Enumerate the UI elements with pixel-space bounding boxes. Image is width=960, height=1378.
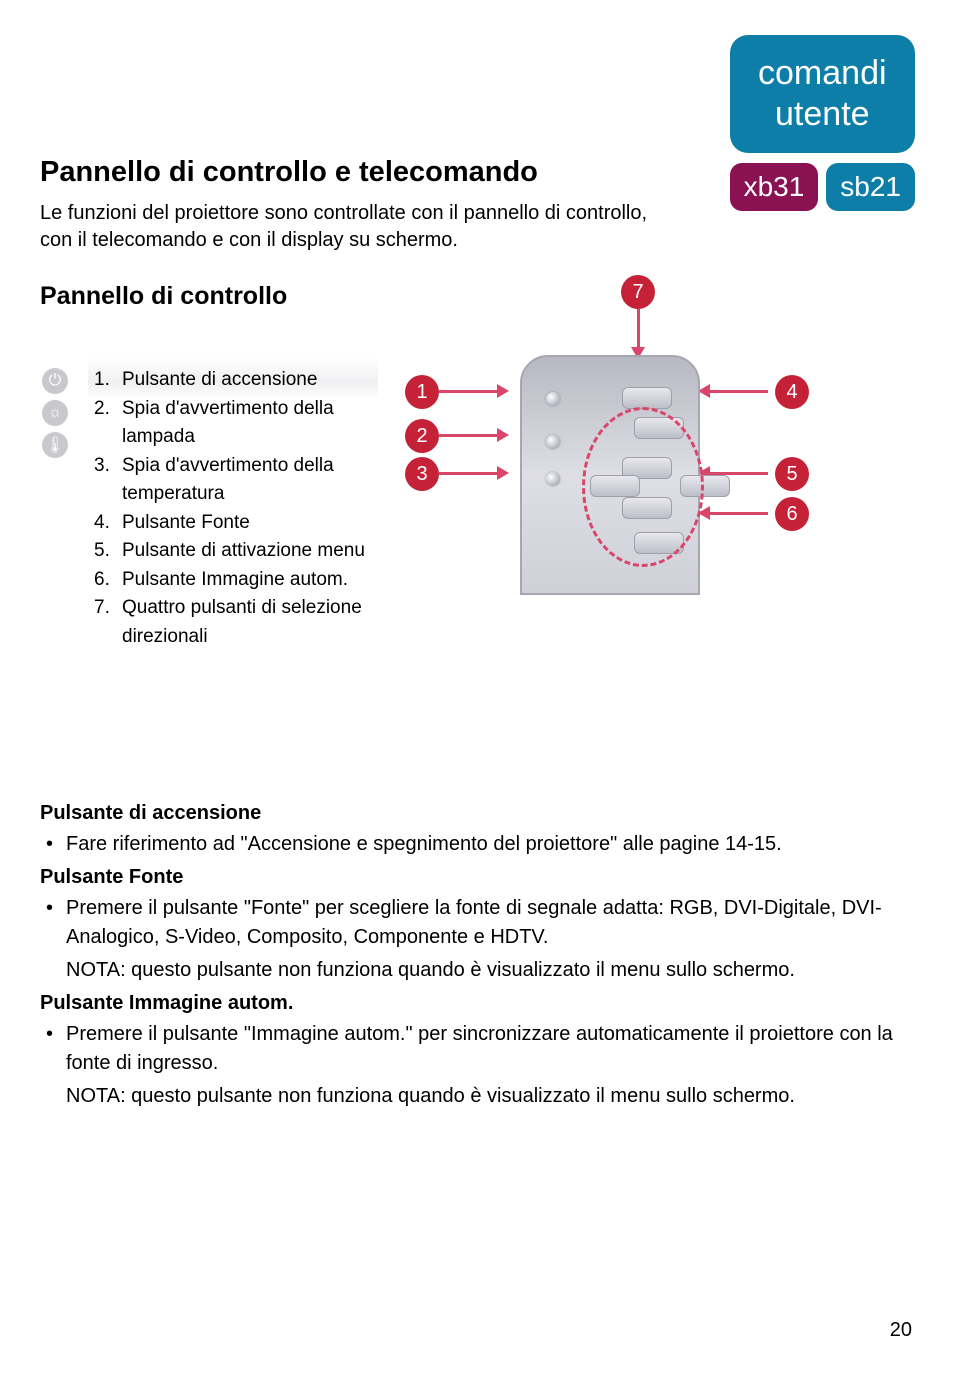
callout-7: 7: [621, 275, 655, 309]
arrow-3: [439, 472, 499, 475]
side-icons: ⏻ ☼ 🌡: [42, 368, 68, 458]
temp-led: [546, 472, 560, 486]
arrow-2: [439, 434, 499, 437]
legend-text: Pulsante Fonte: [122, 509, 372, 538]
arrow-4: [708, 390, 768, 393]
bullet-text: Premere il pulsante "Immagine autom." pe…: [66, 1020, 920, 1078]
bullet-text: Fare riferimento ad "Accensione e spegni…: [66, 830, 920, 859]
note-text: NOTA: questo pulsante non funziona quand…: [40, 956, 920, 985]
temp-icon: 🌡: [42, 432, 68, 458]
section-title: Pulsante di accensione: [40, 799, 920, 828]
intro-text: Le funzioni del proiettore sono controll…: [40, 200, 680, 254]
power-led: [546, 392, 560, 406]
legend-text: Pulsante di attivazione menu: [122, 537, 372, 566]
note-text: NOTA: questo pulsante non funziona quand…: [40, 1082, 920, 1111]
legend-list: 1.Pulsante di accensione 2.Spia d'avvert…: [88, 358, 378, 655]
section-line1: comandi: [752, 53, 893, 94]
directional-highlight: [582, 407, 704, 567]
legend-text: Pulsante di accensione: [122, 366, 372, 395]
legend-num: 2.: [94, 395, 122, 452]
legend-text: Pulsante Immagine autom.: [122, 566, 372, 595]
legend-num: 1.: [94, 366, 122, 395]
arrow-6: [708, 512, 768, 515]
body-content: Pulsante di accensione Fare riferimento …: [40, 795, 920, 1111]
header-badges: comandi utente xb31 sb21: [730, 35, 915, 211]
legend-num: 7.: [94, 594, 122, 651]
lamp-icon: ☼: [42, 400, 68, 426]
section-title: Pulsante Fonte: [40, 863, 920, 892]
badge-xb31: xb31: [730, 163, 819, 211]
badge-sb21: sb21: [826, 163, 915, 211]
control-panel-diagram: 7 1 2 3 4 5 6: [405, 275, 825, 615]
callout-1: 1: [405, 375, 439, 409]
legend-num: 6.: [94, 566, 122, 595]
callout-4: 4: [775, 375, 809, 409]
callout-6: 6: [775, 497, 809, 531]
bullet-text: Premere il pulsante "Fonte" per sceglier…: [66, 894, 920, 952]
control-panel: [520, 355, 700, 595]
model-badges: xb31 sb21: [730, 163, 915, 211]
callout-2: 2: [405, 419, 439, 453]
lamp-led: [546, 435, 560, 449]
page-number: 20: [890, 1319, 912, 1342]
callout-5: 5: [775, 457, 809, 491]
legend-text: Spia d'avvertimento della temperatura: [122, 452, 372, 509]
section-title: Pulsante Immagine autom.: [40, 989, 920, 1018]
arrow-1: [439, 390, 499, 393]
legend-num: 4.: [94, 509, 122, 538]
sub-title: Pannello di controllo: [40, 282, 287, 311]
callout-3: 3: [405, 457, 439, 491]
legend-num: 5.: [94, 537, 122, 566]
section-badge: comandi utente: [730, 35, 915, 153]
source-button: [622, 387, 672, 409]
legend-num: 3.: [94, 452, 122, 509]
power-icon: ⏻: [42, 368, 68, 394]
arrow-7: [637, 309, 640, 349]
legend-text: Quattro pulsanti di selezione direzional…: [122, 594, 372, 651]
main-title: Pannello di controllo e telecomando: [40, 156, 538, 189]
legend-text: Spia d'avvertimento della lampada: [122, 395, 372, 452]
section-line2: utente: [752, 94, 893, 135]
